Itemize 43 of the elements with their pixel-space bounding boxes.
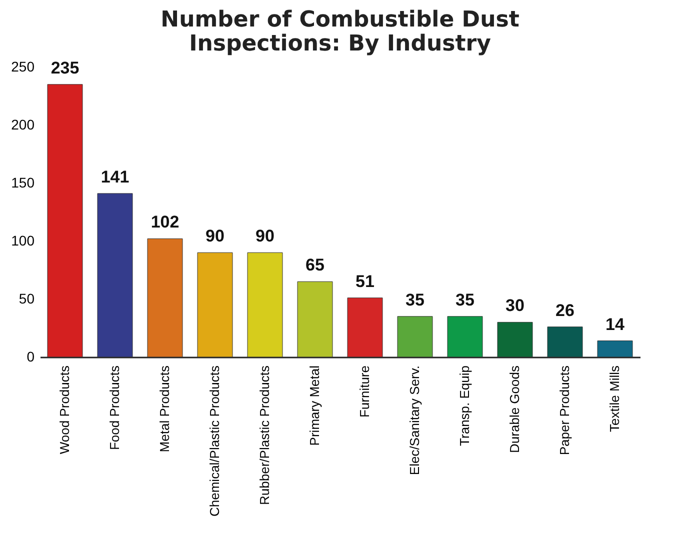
- x-tick-label: Furniture: [357, 366, 372, 418]
- y-tick-label: 200: [11, 116, 35, 132]
- x-tick-label: Chemical/Plastic Products: [207, 365, 222, 516]
- bar: [597, 340, 633, 358]
- bar: [347, 298, 383, 358]
- bar: [47, 84, 83, 358]
- bar: [97, 193, 133, 358]
- bar: [147, 238, 183, 358]
- data-label: 14: [606, 314, 625, 334]
- data-label: 90: [256, 226, 274, 246]
- data-label: 51: [356, 272, 374, 291]
- x-tick-label: Rubber/Plastic Products: [257, 365, 272, 505]
- y-tick-label: 0: [26, 348, 35, 364]
- data-label: 65: [306, 256, 324, 275]
- x-tick-label: Food Products: [107, 365, 122, 450]
- data-label: 235: [50, 58, 80, 78]
- data-label: 102: [150, 212, 180, 232]
- y-tick-label: 50: [18, 290, 35, 306]
- bar: [197, 252, 233, 358]
- bar: [547, 326, 583, 358]
- data-label: 30: [506, 296, 524, 316]
- x-tick-label: Elec/Sanitary Serv.: [407, 366, 422, 476]
- x-tick-label: Transp. Equip: [457, 366, 472, 446]
- data-label: 35: [406, 290, 424, 310]
- x-tick-label: Paper Products: [557, 365, 572, 456]
- data-label: 26: [556, 300, 574, 320]
- x-tick-label: Textile Mills: [607, 365, 622, 432]
- y-tick-label: 150: [11, 174, 35, 190]
- data-label: 90: [206, 226, 224, 246]
- x-tick-label: Wood Products: [57, 365, 72, 454]
- x-tick-label: Durable Goods: [507, 365, 522, 453]
- data-label: 35: [456, 290, 474, 310]
- y-tick-label: 250: [11, 58, 35, 74]
- x-tick-label: Primary Metal: [307, 365, 322, 446]
- chart-title: Number of Combustible Dust Inspections: By Industry: [160, 7, 520, 56]
- bar: [397, 316, 433, 358]
- bar: [497, 322, 533, 358]
- bar: [297, 281, 333, 358]
- bar: [447, 316, 483, 358]
- data-label: 141: [100, 167, 130, 186]
- y-tick-label: 100: [11, 232, 35, 248]
- x-tick-label: Metal Products: [157, 365, 172, 452]
- bar: [247, 252, 283, 358]
